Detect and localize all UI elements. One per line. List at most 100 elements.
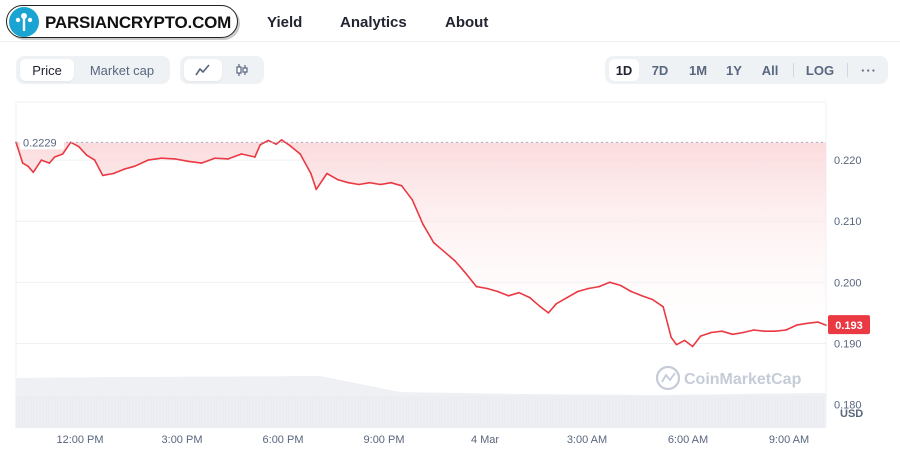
price-segment xyxy=(486,287,499,293)
price-segment xyxy=(32,159,43,174)
price-segment xyxy=(464,272,478,288)
price-segment xyxy=(336,178,350,184)
price-segment xyxy=(539,306,550,314)
nav-item-yield[interactable]: Yield xyxy=(267,14,303,31)
price-segment xyxy=(785,324,798,331)
y-tick-label: 0.210 xyxy=(834,216,862,228)
price-segment xyxy=(432,241,446,253)
price-segment xyxy=(315,172,328,191)
cmc-logo-icon xyxy=(655,365,681,391)
price-segment xyxy=(774,329,787,332)
price-segment xyxy=(587,285,600,290)
price-segment xyxy=(630,290,643,297)
price-segment xyxy=(40,159,51,164)
line-chart-icon[interactable] xyxy=(184,59,222,81)
price-segment xyxy=(640,295,654,301)
price-segment xyxy=(53,153,64,158)
price-segment xyxy=(200,157,216,164)
price-segment xyxy=(48,156,56,164)
range-1d[interactable]: 1D xyxy=(609,59,639,81)
watermark-text: CoinMarketCap xyxy=(684,371,802,388)
price-segment xyxy=(683,339,694,348)
x-axis: 12:00 PM 3:00 PM 6:00 PM 9:00 PM 4 Mar 3:00 A… xyxy=(56,434,809,446)
price-segment xyxy=(240,153,256,158)
site-logo[interactable]: PARSIANCRYPTO.COM xyxy=(6,5,238,38)
price-segment xyxy=(368,181,382,186)
candlestick-icon[interactable] xyxy=(224,59,260,81)
price-line xyxy=(15,139,827,348)
price-segment xyxy=(101,172,115,177)
price-segment xyxy=(670,336,678,346)
range-all[interactable]: All xyxy=(761,62,779,78)
x-tick-label: 12:00 PM xyxy=(56,434,103,446)
price-segment xyxy=(608,281,622,287)
price-segment xyxy=(742,329,755,334)
price-segment xyxy=(275,139,283,146)
price-segment xyxy=(259,139,270,146)
price-tag-bg xyxy=(828,315,870,335)
price-segment xyxy=(61,141,72,155)
reference-price-label: 0.2229 xyxy=(23,137,57,149)
price-segment xyxy=(699,331,713,337)
price-segment xyxy=(528,296,542,308)
range-1y[interactable]: 1Y xyxy=(726,62,742,78)
price-segment xyxy=(69,141,80,148)
price-chart[interactable]: 0.2229 0.220 0.210 0.200 0.190 0.180 USD 12:0… xyxy=(0,96,900,460)
price-segment xyxy=(547,302,558,314)
tab-price[interactable]: Price xyxy=(20,59,74,81)
price-segment xyxy=(721,330,734,336)
y-tick-label: 0.200 xyxy=(834,277,862,289)
price-segment xyxy=(358,181,371,186)
x-tick-label: 4 Mar xyxy=(471,434,499,446)
price-segment xyxy=(134,159,149,167)
cmc-logo-mark xyxy=(661,372,676,383)
price-segment xyxy=(576,287,590,293)
price-segment xyxy=(598,281,611,288)
tab-market-cap[interactable]: Market cap xyxy=(89,62,155,78)
y-tick-label: 0.180 xyxy=(834,400,862,412)
range-1m[interactable]: 1M xyxy=(688,62,708,78)
price-segment xyxy=(675,339,686,346)
price-segment xyxy=(147,157,163,161)
price-segment xyxy=(817,321,827,326)
price-segment xyxy=(475,285,488,290)
price-segment xyxy=(227,153,243,160)
time-range-selector: 1D 7D 1M 1Y All LOG ··· xyxy=(605,56,888,84)
price-segment xyxy=(753,329,766,332)
price-segment xyxy=(619,284,633,293)
price-segment xyxy=(795,322,809,326)
x-tick-label: 9:00 PM xyxy=(364,434,405,446)
price-segment xyxy=(174,158,189,163)
watermark: CoinMarketCap xyxy=(655,365,802,391)
more-options-icon[interactable]: ··· xyxy=(861,62,877,78)
nav-item-about[interactable]: About xyxy=(445,14,489,31)
reference-price: 0.2229 xyxy=(16,134,826,150)
range-7d[interactable]: 7D xyxy=(651,62,669,78)
reference-label-bg xyxy=(20,134,64,150)
divider xyxy=(847,63,848,77)
nav-item-analytics[interactable]: Analytics xyxy=(340,14,407,31)
price-segment xyxy=(691,335,702,348)
top-nav: PARSIANCRYPTO.COM Yield Analytics About xyxy=(0,0,900,42)
price-segment xyxy=(15,141,24,164)
price-segment xyxy=(411,199,424,226)
logo-icon xyxy=(9,7,39,37)
x-tick-label: 3:00 AM xyxy=(567,434,607,446)
price-segment xyxy=(288,144,302,155)
price-segment xyxy=(280,139,291,147)
price-segment xyxy=(731,331,745,336)
divider xyxy=(793,63,794,77)
area-fill xyxy=(16,142,826,347)
price-segment xyxy=(254,143,262,158)
price-segment xyxy=(21,162,29,167)
price-segment xyxy=(112,168,125,175)
price-segment xyxy=(27,165,35,174)
chart-type-toggle xyxy=(180,56,264,84)
x-tick-label: 9:00 AM xyxy=(769,434,809,446)
currency-label: USD xyxy=(840,408,863,420)
y-tick-label: 0.190 xyxy=(834,338,862,350)
log-scale-toggle[interactable]: LOG xyxy=(805,62,835,78)
price-segment xyxy=(454,260,467,274)
price-segment xyxy=(379,181,392,186)
